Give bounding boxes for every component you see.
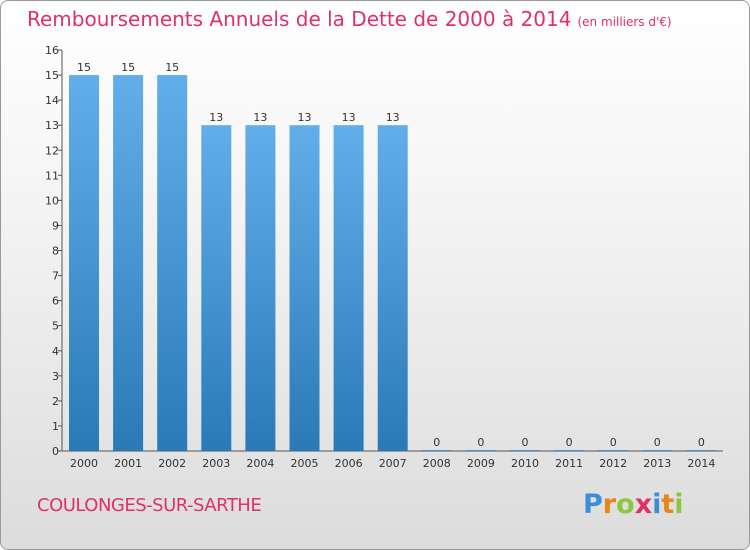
y-tick-label: 1: [52, 420, 59, 433]
x-tick-label: 2013: [643, 457, 671, 470]
y-tick-label: 5: [52, 320, 59, 333]
y-tick-label: 7: [52, 270, 59, 283]
data-label: 0: [610, 436, 617, 449]
y-tick-label: 10: [45, 194, 59, 207]
x-tick-label: 2004: [246, 457, 274, 470]
x-tick-label: 2006: [335, 457, 363, 470]
x-tick-label: 2009: [467, 457, 495, 470]
data-label: 13: [253, 111, 267, 124]
data-label: 0: [477, 436, 484, 449]
logo-letter: i: [674, 489, 684, 520]
bar: [69, 75, 99, 451]
x-tick-label: 2002: [158, 457, 186, 470]
data-label: 15: [165, 61, 179, 74]
x-tick-label: 2010: [511, 457, 539, 470]
data-label: 0: [433, 436, 440, 449]
y-tick-label: 13: [45, 119, 59, 132]
y-tick-label: 0: [52, 445, 59, 458]
y-tick-label: 3: [52, 370, 59, 383]
bar: [510, 450, 540, 451]
logo-letter: r: [602, 489, 617, 520]
y-tick-label: 9: [52, 219, 59, 232]
data-label: 0: [698, 436, 705, 449]
bars: [69, 75, 717, 451]
chart-subtitle: (en milliers d'€): [577, 15, 672, 29]
bar: [421, 450, 452, 451]
y-tick-label: 4: [52, 345, 59, 358]
y-tick-label: 8: [52, 245, 59, 258]
data-label: 0: [522, 436, 529, 449]
bar: [642, 450, 673, 451]
bar: [289, 125, 320, 451]
x-axis: 2000 2001 2002 2003 2004 2005 2006 2007 2008 2009…: [62, 450, 723, 470]
data-label: 0: [654, 436, 661, 449]
x-tick-label: 2011: [555, 457, 583, 470]
x-tick-label: 2000: [70, 457, 98, 470]
commune-name: COULONGES-SUR-SARTHE: [37, 495, 262, 516]
proxiti-logo: Proxiti: [583, 489, 684, 520]
x-tick-label: 2008: [423, 457, 451, 470]
logo-letter: o: [616, 489, 635, 520]
chart-title: Remboursements Annuels de la Dette de 20…: [27, 7, 672, 31]
bar: [598, 450, 629, 451]
y-tick-label: 14: [45, 94, 59, 107]
bar: [377, 125, 408, 451]
x-tick-label: 2014: [687, 457, 715, 470]
logo-letter: P: [583, 489, 603, 520]
data-label: 15: [77, 61, 91, 74]
data-labels: 15 15 15 13 13 13 13 13 0 0 0 0 0 0 0: [77, 61, 705, 449]
logo-letter: x: [634, 489, 653, 520]
bar: [245, 125, 276, 451]
x-tick-label: 2012: [599, 457, 627, 470]
data-label: 13: [386, 111, 400, 124]
bar: [554, 450, 585, 451]
y-tick-label: 12: [45, 144, 59, 157]
data-label: 0: [566, 436, 573, 449]
y-tick-label: 11: [45, 169, 59, 182]
x-tick-label: 2001: [114, 457, 142, 470]
y-tick-label: 16: [45, 44, 59, 57]
y-tick-label: 2: [52, 395, 59, 408]
bar: [465, 450, 496, 451]
chart-title-text: Remboursements Annuels de la Dette de 20…: [27, 7, 572, 31]
logo-letter: i: [652, 489, 662, 520]
x-tick-label: 2007: [379, 457, 407, 470]
x-tick-label: 2005: [291, 457, 319, 470]
y-tick-label: 6: [52, 295, 59, 308]
bar: [157, 75, 188, 451]
data-label: 13: [298, 111, 312, 124]
data-label: 15: [121, 61, 135, 74]
y-tick-label: 15: [45, 69, 59, 82]
x-tick-label: 2003: [202, 457, 230, 470]
data-label: 13: [209, 111, 223, 124]
bar: [686, 450, 717, 451]
data-label: 13: [342, 111, 356, 124]
bar: [113, 75, 144, 451]
logo-letter: t: [661, 489, 675, 520]
bar: [201, 125, 232, 451]
bar: [333, 125, 364, 451]
